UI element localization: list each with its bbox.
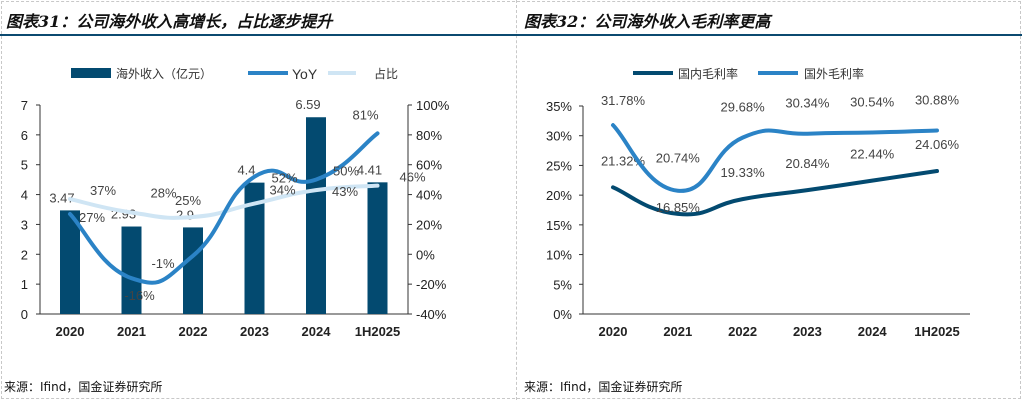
chart-31-source: 来源：Ifind，国金证券研究所: [4, 380, 163, 394]
share-data-label: 25%: [175, 193, 201, 208]
right-tick-label: 80%: [416, 128, 442, 143]
domestic-margin-label: 19.33%: [721, 165, 766, 180]
right-tick-label: 20%: [416, 217, 442, 232]
bar-overseas-revenue: [244, 182, 265, 314]
overseas-margin-label: 30.88%: [915, 92, 960, 107]
domestic-margin-label: 24.06%: [915, 137, 960, 152]
legend-label-overseas-revenue: 海外收入（亿元）: [116, 66, 212, 81]
share-data-label: 28%: [150, 185, 176, 200]
bar-data-label: 3.47: [49, 190, 74, 205]
right-tick-label: -40%: [416, 307, 447, 322]
bar-data-label: 4.4: [237, 163, 255, 178]
x-tick-label: 2023: [240, 324, 269, 339]
y-tick-label: 0%: [553, 307, 572, 322]
x-tick-label: 2020: [599, 324, 628, 339]
x-tick-label: 2022: [179, 324, 208, 339]
legend-label-share: 占比: [374, 66, 398, 81]
yoy-data-label: 27%: [79, 210, 105, 225]
chart-32-source: 来源：Ifind，国金证券研究所: [524, 380, 683, 394]
yoy-data-label: 81%: [352, 107, 378, 122]
left-tick-label: 5: [21, 158, 28, 173]
y-tick-label: 15%: [546, 218, 572, 233]
overseas-margin-label: 30.34%: [785, 96, 830, 111]
legend-label-domestic-margin: 国内毛利率: [678, 66, 738, 81]
x-tick-label: 2024: [302, 324, 332, 339]
line-domestic-margin: [611, 169, 939, 217]
overseas-margin-label: 29.68%: [721, 100, 766, 115]
overseas-margin-label: 30.54%: [850, 95, 895, 110]
right-tick-label: 60%: [416, 158, 442, 173]
x-tick-label: 2024: [858, 324, 888, 339]
chart-31-title: 图表31：公司海外收入高增长，占比逐步提升: [6, 12, 333, 31]
right-tick-label: 100%: [416, 98, 450, 113]
yoy-data-label: 50%: [333, 164, 359, 179]
bar-data-label: 4.41: [357, 162, 382, 177]
bar-data-label: 6.59: [295, 97, 320, 112]
x-tick-label: 2023: [793, 324, 822, 339]
bar-overseas-revenue: [121, 226, 142, 314]
y-tick-label: 30%: [546, 129, 572, 144]
domestic-margin-label: 16.85%: [656, 200, 701, 215]
x-tick-label: 2021: [117, 324, 146, 339]
y-tick-label: 25%: [546, 158, 572, 173]
domestic-margin-label: 22.44%: [850, 147, 895, 162]
y-tick-label: 20%: [546, 188, 572, 203]
chart-32-title: 图表32：公司海外收入毛利率更高: [524, 12, 771, 31]
bar-overseas-revenue: [367, 182, 388, 314]
x-tick-label: 1H2025: [355, 324, 401, 339]
legend-label-yoy: YoY: [292, 66, 318, 82]
y-tick-label: 5%: [553, 277, 572, 292]
x-tick-label: 1H2025: [914, 324, 960, 339]
overseas-margin-label: 31.78%: [601, 93, 646, 108]
right-tick-label: 40%: [416, 188, 442, 203]
bar-overseas-revenue: [183, 227, 203, 314]
left-tick-label: 7: [21, 98, 28, 113]
share-data-label: 34%: [269, 183, 295, 198]
x-tick-label: 2020: [56, 324, 85, 339]
domestic-margin-label: 20.84%: [785, 156, 830, 171]
left-tick-label: 3: [21, 217, 28, 232]
right-tick-label: 0%: [416, 247, 435, 262]
share-data-label: 46%: [399, 170, 425, 185]
share-data-label: 43%: [332, 184, 358, 199]
title-rule: [0, 34, 1022, 36]
bar-data-label: 2.9: [176, 207, 194, 222]
bar-overseas-revenue: [60, 210, 80, 314]
share-data-label: 37%: [90, 183, 116, 198]
yoy-data-label: -16%: [124, 288, 155, 303]
left-tick-label: 4: [21, 188, 28, 203]
x-tick-label: 2022: [728, 324, 757, 339]
left-tick-label: 0: [21, 307, 28, 322]
left-tick-label: 2: [21, 247, 28, 262]
left-tick-label: 6: [21, 128, 28, 143]
y-tick-label: 35%: [546, 99, 572, 114]
overseas-margin-label: 20.74%: [656, 151, 701, 166]
y-tick-label: 10%: [546, 248, 572, 263]
yoy-data-label: 52%: [271, 171, 297, 186]
line-yoy: [68, 131, 380, 285]
right-tick-label: -20%: [416, 277, 447, 292]
legend-swatch-overseas-revenue: [71, 68, 111, 78]
left-tick-label: 1: [21, 277, 28, 292]
line-overseas-margin: [611, 123, 939, 193]
yoy-data-label: -1%: [151, 256, 175, 271]
bar-overseas-revenue: [306, 117, 326, 315]
legend-label-overseas-margin: 国外毛利率: [804, 66, 864, 81]
panel-divider: [516, 0, 517, 400]
x-tick-label: 2021: [663, 324, 692, 339]
